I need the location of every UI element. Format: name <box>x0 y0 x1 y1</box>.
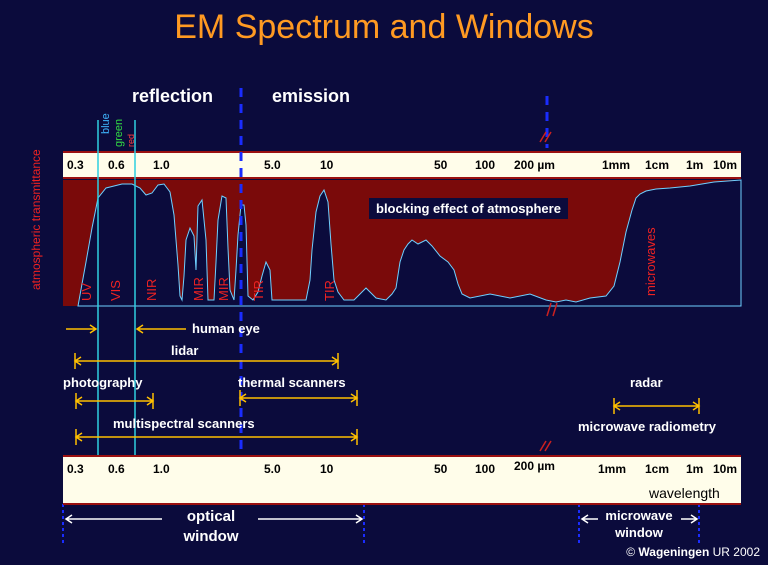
wavelength-label: wavelength <box>649 485 720 501</box>
window-vis-label: VIS <box>108 280 123 301</box>
footer-org: Wageningen <box>638 545 710 559</box>
top-tick-4: 10 <box>320 158 334 172</box>
top-tick-11: 10m <box>713 158 738 172</box>
top-tick-10: 1m <box>686 158 704 172</box>
microwave-radiometry-label: microwave radiometry <box>578 419 717 434</box>
bottom-tick-8: 1mm <box>598 462 627 476</box>
window-uv-label: UV <box>79 282 94 301</box>
bottom-scale-bar: 0.3 0.6 1.0 5.0 10 50 100 200 µm 1mm 1cm… <box>63 455 741 505</box>
bottom-tick-10: 1m <box>686 462 704 476</box>
human-eye-right-arrow-icon <box>135 324 186 334</box>
optical-window-left-arrow-icon <box>64 514 162 524</box>
radar-range-bracket <box>612 398 701 414</box>
lidar-label: lidar <box>171 343 199 358</box>
top-scale-bar: 0.3 0.6 1.0 5.0 10 50 100 200 µm 1mm 1cm… <box>63 151 741 179</box>
top-scale-break-icon <box>539 131 552 143</box>
emission-heading: emission <box>272 86 351 106</box>
bottom-scale-break-icon <box>539 440 552 452</box>
bottom-tick-4: 10 <box>320 462 334 476</box>
page-title: EM Spectrum and Windows <box>174 8 594 46</box>
bottom-tick-2: 1.0 <box>153 462 170 476</box>
transmittance-curve <box>77 179 742 307</box>
human-eye-left-arrow-icon <box>66 324 98 334</box>
footer-rest: UR 2002 <box>709 545 760 559</box>
window-mir-2-label: MIR <box>216 277 231 301</box>
bottom-tick-5: 50 <box>434 462 448 476</box>
transmittance-axis-label: atmospheric transmittance <box>29 149 43 290</box>
microwave-window-left-arrow-icon <box>580 514 598 524</box>
top-tick-0: 0.3 <box>67 158 84 172</box>
mid-scale-break-icon <box>546 302 558 317</box>
window-tir-2-label: TIR <box>322 280 337 301</box>
top-tick-5: 50 <box>434 158 448 172</box>
top-tick-9: 1cm <box>645 158 670 172</box>
window-microwaves-label: microwaves <box>643 227 658 296</box>
multispectral-scanners-label: multispectral scanners <box>113 416 255 431</box>
copyright-symbol: © <box>626 545 636 559</box>
bottom-tick-3: 5.0 <box>264 462 281 476</box>
top-tick-6: 100 <box>475 158 496 172</box>
human-eye-label: human eye <box>192 321 260 336</box>
lidar-range-bracket <box>73 353 340 369</box>
reflection-heading: reflection <box>132 86 214 106</box>
copyright-footer: © Wageningen UR 2002 <box>626 545 760 559</box>
optical-window-right-arrow-icon <box>258 514 364 524</box>
microwave-window-right-arrow-icon <box>681 514 699 524</box>
bottom-tick-7: 200 µm <box>514 459 555 473</box>
top-tick-8: 1mm <box>602 158 631 172</box>
top-tick-7: 200 µm <box>514 158 555 172</box>
radar-label: radar <box>630 375 663 390</box>
bottom-tick-1: 0.6 <box>108 462 125 476</box>
thermal-scanners-label: thermal scanners <box>238 375 346 390</box>
top-tick-1: 0.6 <box>108 158 125 172</box>
microwave-window-label: microwave window <box>605 508 673 540</box>
window-mir-label: MIR <box>191 277 206 301</box>
window-nir-label: NIR <box>144 278 159 301</box>
bottom-tick-11: 10m <box>713 462 738 476</box>
photography-label: photography <box>63 375 143 390</box>
top-tick-3: 5.0 <box>264 158 281 172</box>
bottom-tick-0: 0.3 <box>67 462 84 476</box>
photography-range-bracket <box>74 393 155 409</box>
bottom-tick-6: 100 <box>475 462 496 476</box>
bottom-tick-9: 1cm <box>645 462 670 476</box>
window-tir-label: TIR <box>251 280 266 301</box>
multispectral-range-bracket <box>74 429 359 445</box>
top-tick-2: 1.0 <box>153 158 170 172</box>
thermal-scanners-range-bracket <box>238 390 359 406</box>
optical-window-label: optical window <box>183 508 239 545</box>
blocking-effect-label: blocking effect of atmosphere <box>369 198 568 219</box>
